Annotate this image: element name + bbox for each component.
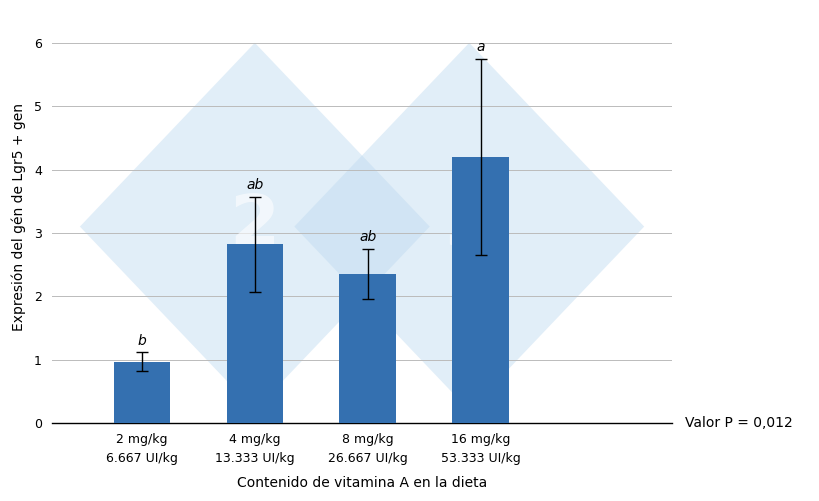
Text: 2: 2 (229, 192, 279, 261)
Text: ab: ab (246, 178, 263, 192)
Bar (452, 157, 508, 423)
Text: b: b (138, 334, 146, 348)
Text: Valor P = 0,012: Valor P = 0,012 (684, 416, 792, 430)
X-axis label: Contenido de vitamina A en la dieta: Contenido de vitamina A en la dieta (237, 476, 486, 490)
Polygon shape (294, 43, 644, 410)
Y-axis label: Expresión del gén de Lgr5 + gen: Expresión del gén de Lgr5 + gen (11, 103, 25, 331)
Bar (114, 362, 170, 423)
Bar (226, 244, 283, 423)
Bar (339, 274, 396, 423)
Text: 3: 3 (444, 192, 494, 261)
Polygon shape (79, 43, 429, 410)
Text: ab: ab (359, 230, 376, 244)
Text: a: a (476, 40, 484, 54)
